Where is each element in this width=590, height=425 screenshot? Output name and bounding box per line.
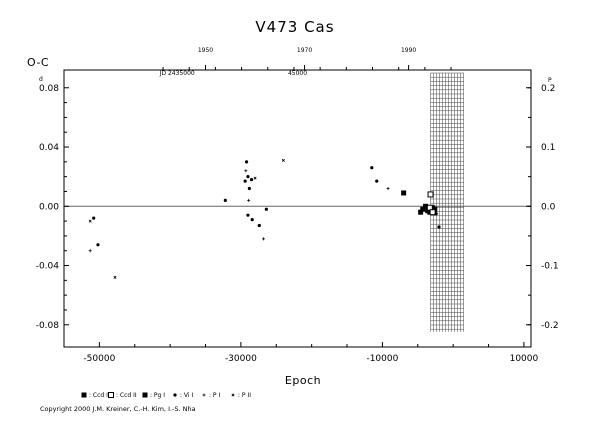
y-tick-label: 0.04 xyxy=(39,143,59,153)
right-tick-label: -0.2 xyxy=(541,321,559,331)
filled-square-point xyxy=(418,209,424,215)
jd-label: JD 2435000 xyxy=(159,70,195,77)
cross-point xyxy=(113,275,117,279)
year-tick-label: 1950 xyxy=(198,47,213,54)
dot-point xyxy=(249,178,254,182)
cross-point xyxy=(231,393,235,397)
year-tick-label: 1990 xyxy=(401,47,416,54)
plus-point xyxy=(244,169,248,173)
right-unit-label: P xyxy=(548,77,552,84)
dot-point xyxy=(246,213,250,217)
dot-point xyxy=(250,218,254,222)
plus-point xyxy=(247,198,251,202)
legend-label: : Ccd I xyxy=(89,392,108,399)
dot-point xyxy=(96,243,100,247)
legend-label: : Pg I xyxy=(150,392,165,399)
x-tick-label: -10000 xyxy=(366,354,398,364)
open-square-point xyxy=(108,392,114,398)
axes: 0.08 0.04 0.00 -0.04 -0.08 d 0.2 0.1 0.0 -0.1 -0.2… xyxy=(36,47,559,364)
copyright-notice: Copyright 2000 J.M. Kreiner, C.-H. Kim, … xyxy=(40,405,196,413)
filled-square-point xyxy=(420,206,426,212)
open-square-point xyxy=(427,191,434,198)
y-tick-label: 0.08 xyxy=(39,84,59,94)
dot-point xyxy=(223,198,227,202)
y-tick-label: -0.08 xyxy=(36,321,60,331)
dot-point xyxy=(246,175,250,179)
dot-point xyxy=(434,212,438,216)
x-axis-label: Epoch xyxy=(285,374,321,387)
cross-point xyxy=(281,158,285,162)
filled-square-point xyxy=(142,392,148,398)
right-tick-label: 0.2 xyxy=(541,84,555,94)
right-tick-label: -0.1 xyxy=(541,262,559,272)
dot-point xyxy=(375,179,379,183)
y-tick-label: 0.00 xyxy=(39,202,59,212)
x-tick-label: -30000 xyxy=(225,354,257,364)
chart-title: V473 Cas xyxy=(255,18,334,36)
filled-square-point xyxy=(423,203,429,209)
dot-point xyxy=(247,186,251,191)
y-unit-label: d xyxy=(39,76,43,83)
dot-point xyxy=(437,225,441,229)
legend: : Ccd I : Ccd II : Pg I : Vi I : P I : P II xyxy=(81,392,251,399)
legend-label: : Ccd II xyxy=(116,392,137,399)
dot-point xyxy=(244,160,249,164)
open-square-point xyxy=(429,209,436,216)
jd-label: 45000 xyxy=(288,70,307,77)
dot-point xyxy=(173,393,177,397)
dot-point xyxy=(243,179,247,183)
cross-point xyxy=(88,219,92,223)
x-tick-label: -50000 xyxy=(83,354,115,364)
plot-frame xyxy=(63,69,532,348)
legend-label: : P I xyxy=(209,392,220,399)
legend-label: : P II xyxy=(238,392,251,399)
plus-point xyxy=(386,187,390,191)
plus-point xyxy=(88,249,92,253)
dot-point xyxy=(370,166,374,170)
cross-point xyxy=(253,176,257,180)
dot-point xyxy=(257,223,261,228)
plus-point xyxy=(202,393,206,397)
y-tick-label: -0.04 xyxy=(36,262,60,272)
x-tick-label: 10000 xyxy=(510,354,539,364)
y-axis-label: O-C xyxy=(27,56,49,69)
year-tick-label: 1970 xyxy=(297,47,312,54)
filled-square-point xyxy=(401,190,407,196)
data-points xyxy=(88,158,441,279)
plus-point xyxy=(262,237,266,241)
hatched-region xyxy=(430,72,464,332)
dot-point xyxy=(92,216,96,220)
right-tick-label: 0.0 xyxy=(541,202,556,212)
legend-label: : Vi I xyxy=(180,392,193,399)
filled-square-point xyxy=(81,392,87,398)
right-tick-label: 0.1 xyxy=(541,143,555,153)
dot-point xyxy=(264,207,268,211)
